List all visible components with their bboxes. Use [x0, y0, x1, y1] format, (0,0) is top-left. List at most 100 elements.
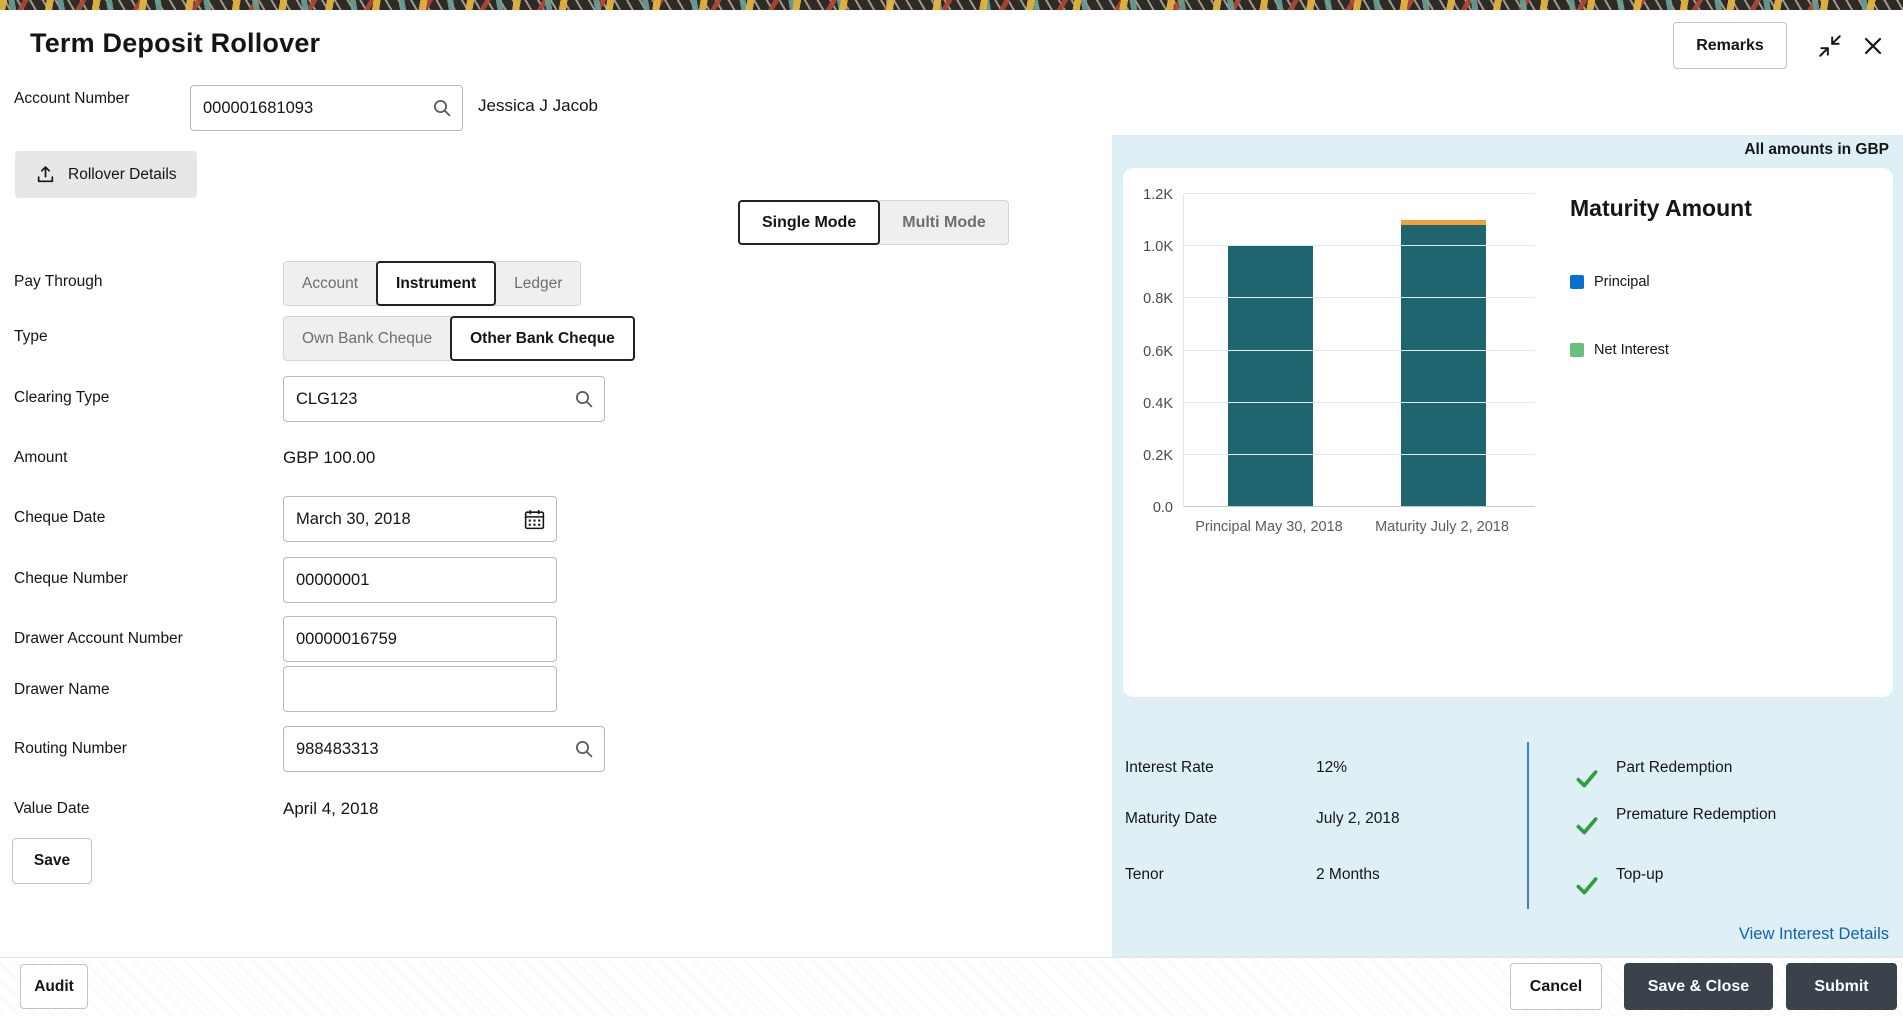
- cheque-type-toggle: Own Bank Cheque Other Bank Cheque: [283, 316, 635, 361]
- checkmark-icon: [1574, 872, 1600, 898]
- account-search-icon[interactable]: [432, 98, 452, 118]
- legend-item-net-interest: Net Interest: [1570, 342, 1752, 358]
- collapse-window-icon[interactable]: [1815, 31, 1845, 61]
- drawer-name-input[interactable]: [284, 679, 556, 699]
- interest-rate-label: Interest Rate: [1125, 759, 1214, 776]
- maturity-chart-card: 0.0 0.2K 0.4K 0.6K 0.8K 1.0K 1.2K Princi: [1123, 168, 1893, 697]
- submit-button[interactable]: Submit: [1786, 963, 1897, 1010]
- feature-top-up: Top-up: [1574, 860, 1663, 898]
- summary-divider: [1527, 742, 1529, 909]
- routing-number-field: [283, 726, 605, 772]
- chart-y-tick: 0.8K: [1143, 291, 1173, 308]
- maturity-date-value: July 2, 2018: [1316, 810, 1400, 827]
- decorative-banner: [0, 0, 1903, 10]
- chart-gridline: [1184, 506, 1535, 507]
- calendar-icon[interactable]: [523, 508, 546, 531]
- save-button[interactable]: Save: [12, 838, 92, 884]
- cheque-date-field: [283, 496, 557, 542]
- pay-through-instrument-button[interactable]: Instrument: [376, 261, 497, 306]
- save-close-button[interactable]: Save & Close: [1624, 963, 1773, 1010]
- drawer-name-label: Drawer Name: [14, 681, 110, 698]
- routing-search-icon[interactable]: [574, 739, 594, 759]
- cancel-button[interactable]: Cancel: [1510, 963, 1602, 1010]
- chart-x-label-principal: Principal May 30, 2018: [1195, 519, 1343, 535]
- cheque-number-field: [283, 557, 557, 603]
- maturity-date-row: Maturity Date July 2, 2018: [1125, 804, 1400, 834]
- account-number-label: Account Number: [14, 90, 130, 107]
- single-mode-button[interactable]: Single Mode: [738, 200, 881, 245]
- chart-gridline: [1184, 349, 1535, 351]
- feature-premature-redemption: Premature Redemption: [1574, 800, 1776, 838]
- bar-segment-principal: [1401, 225, 1486, 507]
- other-bank-cheque-button[interactable]: Other Bank Cheque: [450, 316, 635, 361]
- feature-part-redemption: Part Redemption: [1574, 753, 1732, 791]
- legend-label-principal: Principal: [1594, 274, 1650, 290]
- feature-label: Premature Redemption: [1616, 806, 1777, 823]
- drawer-account-number-field: [283, 616, 557, 662]
- chart-x-label-maturity: Maturity July 2, 2018: [1375, 519, 1509, 535]
- amounts-note: All amounts in GBP: [1744, 141, 1889, 158]
- remarks-button[interactable]: Remarks: [1673, 22, 1787, 69]
- chart-gridline: [1184, 453, 1535, 455]
- own-bank-cheque-button[interactable]: Own Bank Cheque: [283, 316, 452, 361]
- chart-plot: [1183, 193, 1535, 507]
- legend-item-principal: Principal: [1570, 274, 1752, 290]
- rollover-details-label: Rollover Details: [68, 165, 177, 183]
- type-label: Type: [14, 328, 48, 345]
- cheque-date-input[interactable]: [284, 509, 523, 529]
- chart-bar-maturity: [1401, 220, 1486, 507]
- multi-mode-button[interactable]: Multi Mode: [879, 200, 1009, 245]
- legend-label-net-interest: Net Interest: [1594, 342, 1669, 358]
- feature-label: Top-up: [1616, 866, 1664, 883]
- chart-gridline: [1184, 401, 1535, 403]
- pay-through-toggle: Account Instrument Ledger: [283, 261, 582, 306]
- bar-segment-net-interest: [1401, 220, 1486, 226]
- chart-y-tick: 0.4K: [1143, 395, 1173, 412]
- tenor-label: Tenor: [1125, 866, 1164, 883]
- close-icon[interactable]: [1858, 31, 1888, 61]
- deposit-summary-panel: All amounts in GBP 0.0 0.2K 0.4K 0.6K 0.8K 1.…: [1112, 135, 1903, 957]
- drawer-account-number-input[interactable]: [284, 629, 556, 649]
- mode-toggle: Single Mode Multi Mode: [738, 200, 1009, 245]
- chart-bar-principal: [1228, 246, 1313, 507]
- clearing-type-search-icon[interactable]: [574, 389, 594, 409]
- interest-rate-value: 12%: [1316, 759, 1348, 776]
- routing-number-input[interactable]: [284, 739, 574, 759]
- cheque-number-input[interactable]: [284, 570, 556, 590]
- amount-label: Amount: [14, 449, 68, 466]
- checkmark-icon: [1574, 812, 1600, 838]
- tenor-row: Tenor 2 Months: [1125, 860, 1380, 890]
- bar-segment-principal: [1228, 246, 1313, 507]
- pay-through-account-button[interactable]: Account: [283, 261, 378, 306]
- account-holder-name: Jessica J Jacob: [478, 96, 598, 115]
- account-number-field: [190, 85, 463, 131]
- value-date-label: Value Date: [14, 800, 90, 817]
- account-number-input[interactable]: [191, 98, 432, 118]
- clearing-type-label: Clearing Type: [14, 389, 110, 406]
- chart-y-tick: 0.0: [1152, 500, 1173, 516]
- chart-gridline: [1184, 245, 1535, 247]
- pay-through-label: Pay Through: [14, 273, 103, 290]
- cheque-number-label: Cheque Number: [14, 570, 128, 587]
- chart-gridline: [1184, 297, 1535, 299]
- rollover-details-tab[interactable]: Rollover Details: [15, 151, 197, 198]
- routing-number-label: Routing Number: [14, 740, 127, 757]
- chart-y-tick: 0.6K: [1143, 343, 1173, 360]
- chart-y-tick: 1.2K: [1143, 187, 1173, 203]
- footer-bar: Audit Cancel Save & Close Submit: [0, 957, 1903, 1016]
- chart-y-tick: 1.0K: [1143, 239, 1173, 256]
- view-interest-details-link[interactable]: View Interest Details: [1738, 925, 1889, 943]
- chart-y-axis: 0.0 0.2K 0.4K 0.6K 0.8K 1.0K 1.2K: [1135, 187, 1183, 516]
- tenor-value: 2 Months: [1316, 866, 1380, 883]
- clearing-type-input[interactable]: [284, 389, 574, 409]
- amount-value: GBP 100.00: [283, 448, 376, 467]
- interest-rate-row: Interest Rate 12%: [1125, 753, 1347, 783]
- pay-through-ledger-button[interactable]: Ledger: [495, 261, 582, 306]
- audit-button[interactable]: Audit: [20, 964, 88, 1009]
- chart-y-tick: 0.2K: [1143, 447, 1173, 464]
- chart-title: Maturity Amount: [1570, 195, 1752, 221]
- drawer-name-field: [283, 666, 557, 712]
- chart-gridline: [1184, 193, 1535, 194]
- maturity-date-label: Maturity Date: [1125, 810, 1218, 827]
